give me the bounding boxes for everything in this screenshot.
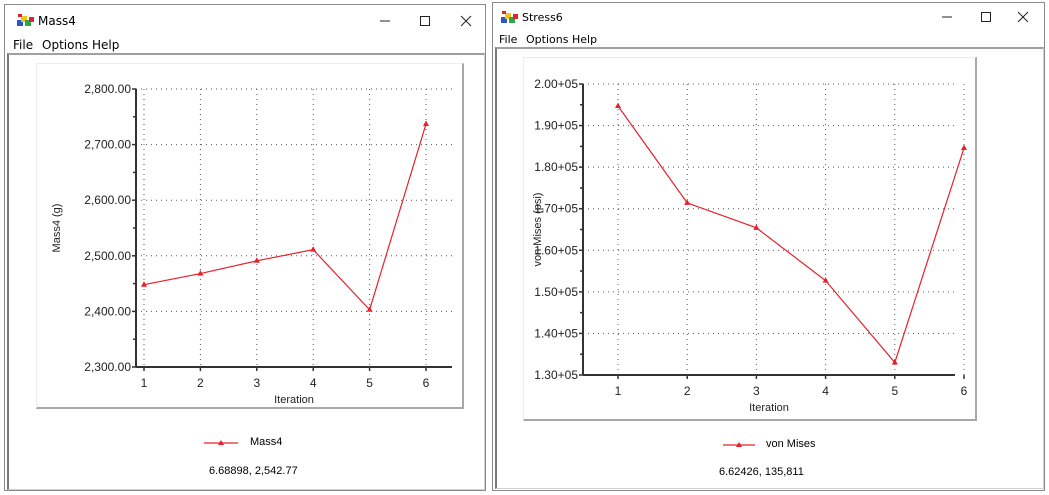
x-tick-label: 1 xyxy=(141,376,148,390)
menu-bar: File Options Help xyxy=(5,36,485,54)
title-bar[interactable]: Mass4 xyxy=(5,5,485,35)
app-icon xyxy=(17,14,34,26)
app-icon xyxy=(501,11,518,23)
plot-panel xyxy=(523,57,977,421)
close-button[interactable] xyxy=(1003,5,1043,29)
x-tick-label: 6 xyxy=(423,376,430,390)
maximize-button[interactable] xyxy=(966,5,1006,29)
data-point-marker xyxy=(961,144,967,151)
mass4-window: Mass4 File Options Help 2,300.00 2,400.00… xyxy=(4,4,486,491)
data-point-marker xyxy=(684,199,691,205)
menu-options[interactable]: Options xyxy=(526,33,569,46)
y-tick-label: 2,300.00 xyxy=(84,360,131,374)
minimize-button[interactable] xyxy=(927,5,967,29)
close-icon xyxy=(460,15,472,27)
close-button[interactable] xyxy=(446,9,486,33)
mass-line-chart[interactable]: 2,300.00 2,400.00 2,500.00 2,600.00 2,700.00… xyxy=(9,55,485,415)
legend-label: von Mises xyxy=(766,438,816,450)
maximize-button[interactable] xyxy=(405,9,445,33)
data-point-marker xyxy=(197,270,204,276)
x-tick-label: 5 xyxy=(891,384,898,398)
y-tick-label: 2,500.00 xyxy=(84,249,131,263)
minimize-icon xyxy=(380,20,390,22)
series-line xyxy=(143,123,427,311)
data-point-marker xyxy=(423,120,429,127)
data-point-marker xyxy=(891,359,898,365)
menu-help[interactable]: Help xyxy=(92,38,120,52)
cursor-readout: 6.62426, 135,811 xyxy=(719,466,804,478)
legend: von Mises xyxy=(723,438,863,452)
chart-client-area: 1.30+05 1.40+05 1.50+05 1.60+05 1.70+05 1.80+… xyxy=(495,47,1044,489)
y-tick-label: 1.80+05 xyxy=(534,160,578,174)
x-tick-label: 1 xyxy=(615,384,622,398)
y-tick-label: 1.50+05 xyxy=(534,285,578,299)
x-tick-label: 4 xyxy=(822,384,829,398)
data-point-marker xyxy=(253,257,260,263)
x-tick-label: 4 xyxy=(310,376,317,390)
x-axis-label: Iteration xyxy=(274,394,314,406)
y-tick-label: 1.60+05 xyxy=(534,243,578,257)
stress6-window: Stress6 File Options Help 1.30+05 1.40+05… xyxy=(492,2,1045,491)
menu-bar: File Options Help xyxy=(493,31,1044,49)
y-tick-label: 2,700.00 xyxy=(84,138,131,152)
data-point-marker xyxy=(615,102,621,109)
legend-label: Mass4 xyxy=(250,436,283,448)
data-point-marker xyxy=(753,224,760,230)
x-tick-label: 6 xyxy=(961,384,968,398)
plot-panel xyxy=(36,63,464,409)
legend-line-marker-icon xyxy=(204,440,238,445)
y-tick-label: 1.30+05 xyxy=(534,368,578,382)
menu-file[interactable]: File xyxy=(499,33,518,46)
maximize-icon xyxy=(420,16,430,26)
y-axis-label: Mass4 (g) xyxy=(51,204,63,253)
y-axis-label: von Mises (psi) xyxy=(532,193,544,267)
legend: Mass4 xyxy=(204,436,324,450)
y-tick-label: 1.40+05 xyxy=(534,326,578,340)
data-point-marker xyxy=(141,281,147,287)
y-tick-label: 2,800.00 xyxy=(84,82,131,96)
data-point-marker xyxy=(366,306,373,312)
y-tick-label: 2,600.00 xyxy=(84,193,131,207)
x-tick-label: 2 xyxy=(197,376,204,390)
x-tick-label: 3 xyxy=(253,376,260,390)
maximize-icon xyxy=(981,12,991,22)
stress-line-chart[interactable]: 1.30+05 1.40+05 1.50+05 1.60+05 1.70+05 1.80+… xyxy=(497,49,1043,429)
y-tick-label: 2.00+05 xyxy=(534,77,578,91)
x-axis-label: Iteration xyxy=(749,402,789,414)
y-tick-label: 1.70+05 xyxy=(534,202,578,216)
window-title: Stress6 xyxy=(522,11,563,24)
data-point-marker xyxy=(310,246,317,252)
menu-file[interactable]: File xyxy=(13,38,34,52)
cursor-readout: 6.68898, 2,542.77 xyxy=(209,465,298,477)
x-tick-label: 2 xyxy=(684,384,691,398)
close-icon xyxy=(1017,11,1029,23)
y-tick-label: 2,400.00 xyxy=(84,304,131,318)
x-tick-label: 3 xyxy=(753,384,760,398)
x-tick-label: 5 xyxy=(366,376,373,390)
window-title: Mass4 xyxy=(38,14,76,28)
minimize-button[interactable] xyxy=(365,9,405,33)
chart-client-area: 2,300.00 2,400.00 2,500.00 2,600.00 2,700.00… xyxy=(7,53,485,490)
menu-help[interactable]: Help xyxy=(572,33,598,46)
series-line xyxy=(617,105,965,364)
title-bar[interactable]: Stress6 xyxy=(493,3,1044,33)
legend-line-marker-icon xyxy=(723,442,755,447)
menu-options[interactable]: Options xyxy=(42,38,89,52)
data-point-marker xyxy=(822,277,829,283)
minimize-icon xyxy=(942,16,952,18)
y-tick-label: 1.90+05 xyxy=(534,119,578,133)
